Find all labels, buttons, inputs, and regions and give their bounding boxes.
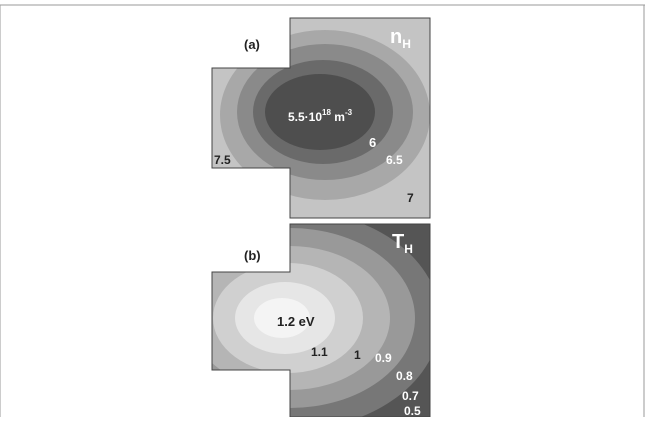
label-exp: 18 — [322, 108, 331, 117]
panel-outline — [211, 17, 431, 219]
contour-label: 0.8 — [396, 369, 413, 383]
contour-label: 0.9 — [375, 351, 392, 365]
panel-quantity: nH — [390, 26, 411, 51]
quantity: T — [392, 231, 404, 253]
contour-label: 7.5 — [214, 153, 231, 167]
panel-label: (a) — [244, 37, 260, 52]
contour-label: 6.5 — [386, 153, 403, 167]
label-base: 5.5·10 — [288, 110, 322, 124]
contour-label: 6 — [369, 135, 376, 150]
subscript: H — [404, 242, 413, 256]
panel-outline — [211, 223, 431, 418]
contour-label: 0.5 — [404, 404, 421, 417]
center-label: 5.5·1018 m-3 — [288, 108, 353, 124]
contour-label: 1 — [354, 348, 361, 362]
contour-label: 7 — [407, 191, 414, 205]
contour-label: 1.1 — [311, 345, 328, 359]
label-unit: m — [331, 110, 345, 124]
panel-label: (b) — [244, 248, 261, 263]
quantity: n — [390, 26, 402, 48]
panel-quantity: TH — [392, 231, 413, 256]
contour-label: 0.7 — [402, 389, 419, 403]
subscript: H — [402, 37, 411, 51]
label-unit-exp: -3 — [345, 108, 353, 117]
contour-label: 1.2 eV — [277, 314, 315, 329]
